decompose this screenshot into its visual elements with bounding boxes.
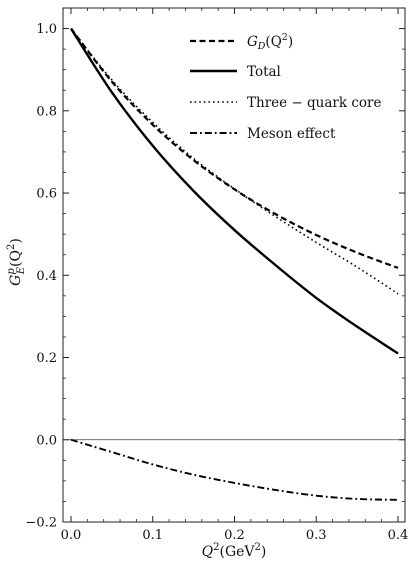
y-tick-label: 0.0 [36,433,57,448]
legend-core: Three − quark core [190,95,381,111]
series-meson-line [70,438,399,501]
legend-gd: GD(Q2) [190,32,293,52]
y-tick-label: −0.2 [25,516,57,531]
series-gd-line [70,27,399,269]
legend-gd-label: GD(Q2) [247,32,293,52]
y-tick-label: 0.8 [36,104,57,119]
legend-meson: Meson effect [190,126,336,142]
x-axis-title: Q2(GeV2) [202,542,267,560]
series-total-line [69,27,399,355]
x-tick-label: 0.2 [224,528,245,543]
legend-meson-label: Meson effect [247,126,336,142]
y-axis-title: GpE(Q2) [6,238,27,286]
x-tick-label: 0.1 [142,528,163,543]
y-tick-label: 0.2 [36,351,57,366]
x-tick-label: 0.0 [61,528,82,543]
x-tick-label: 0.4 [388,528,409,543]
y-tick-label: 0.6 [36,187,57,202]
x-tick-label: 0.3 [306,528,327,543]
y-tick-label: 1.0 [36,22,57,37]
legend-total-label: Total [247,64,281,80]
series-core-line [70,28,399,295]
legend-total: Total [190,64,281,80]
legend-core-label: Three − quark core [247,95,381,111]
y-tick-label: 0.4 [36,269,57,284]
